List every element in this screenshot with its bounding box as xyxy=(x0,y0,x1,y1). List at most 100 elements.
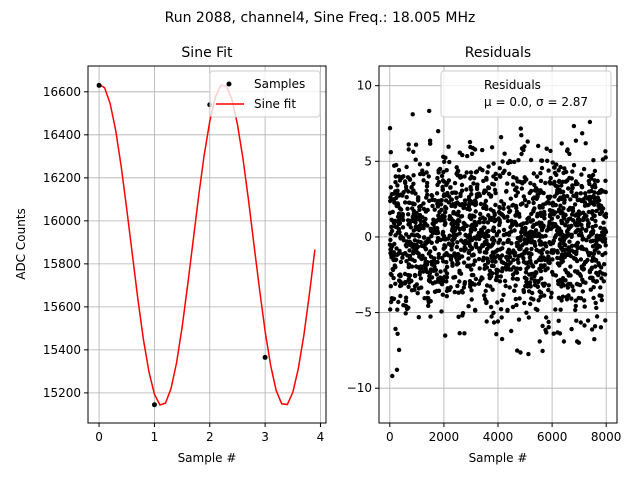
residual-point xyxy=(420,168,425,173)
residual-point xyxy=(418,203,423,209)
residual-point xyxy=(497,279,503,284)
residual-point xyxy=(539,257,544,263)
residual-point xyxy=(591,213,596,218)
residual-point xyxy=(544,146,549,151)
residual-point xyxy=(584,227,589,233)
residual-point xyxy=(580,131,585,136)
residual-point xyxy=(510,272,516,277)
residual-point xyxy=(443,205,448,210)
residual-point xyxy=(555,330,560,335)
residual-point xyxy=(598,285,603,290)
residual-point xyxy=(466,250,471,255)
residual-point xyxy=(396,168,402,173)
residual-point xyxy=(502,151,507,156)
residual-point xyxy=(400,235,406,241)
residual-point xyxy=(490,259,495,264)
residual-point xyxy=(561,211,566,216)
residual-point xyxy=(444,251,449,256)
residual-point xyxy=(527,255,532,260)
residual-point xyxy=(558,195,563,200)
sine-fit-x-tick-label: 1 xyxy=(151,430,159,444)
residual-point xyxy=(499,212,504,217)
residual-point xyxy=(543,268,548,273)
residual-point xyxy=(461,227,466,232)
residual-point xyxy=(491,320,497,325)
residual-point xyxy=(570,186,575,191)
residual-point xyxy=(424,184,430,189)
residual-point xyxy=(555,189,560,195)
residual-point xyxy=(436,255,441,260)
residual-point xyxy=(534,221,539,226)
residual-point xyxy=(480,231,485,236)
residual-point xyxy=(425,162,431,167)
residual-point xyxy=(531,200,536,206)
residual-point xyxy=(484,299,489,304)
residual-point xyxy=(472,282,477,287)
residual-point xyxy=(421,172,426,177)
residual-point xyxy=(483,288,488,294)
residual-point xyxy=(556,168,561,173)
residual-point xyxy=(572,202,578,207)
residual-point xyxy=(568,197,573,202)
residual-point xyxy=(500,246,505,251)
residual-point xyxy=(435,230,441,235)
residual-point xyxy=(518,253,523,258)
residual-point xyxy=(522,237,527,242)
residual-point xyxy=(462,280,468,285)
residual-point xyxy=(555,255,560,261)
residual-point xyxy=(394,367,400,372)
residual-point xyxy=(560,189,566,194)
residual-point xyxy=(595,195,600,200)
residual-point xyxy=(512,159,517,165)
residual-point xyxy=(407,177,413,182)
residual-point xyxy=(442,217,447,222)
residual-point xyxy=(574,339,580,344)
residual-point xyxy=(570,169,575,174)
residual-point xyxy=(396,347,402,353)
residual-point xyxy=(486,185,491,190)
residual-point xyxy=(592,324,598,329)
residual-point xyxy=(461,260,467,265)
residual-point xyxy=(388,185,393,190)
residual-point xyxy=(394,162,399,168)
residual-point xyxy=(543,327,548,333)
residual-point xyxy=(474,186,480,192)
residual-point xyxy=(430,281,436,286)
residual-point xyxy=(448,243,454,248)
residual-point xyxy=(391,250,396,255)
residual-point xyxy=(464,187,469,192)
residual-point xyxy=(489,253,494,259)
residual-point xyxy=(429,262,435,267)
sine-fit-y-ticks: 15200 15400 15600 15800 16000 16200 16400 16600 xyxy=(43,85,88,400)
residual-point xyxy=(513,296,518,302)
residual-point xyxy=(582,298,587,303)
residual-point xyxy=(565,194,570,199)
residual-point xyxy=(538,210,543,215)
residual-point xyxy=(548,181,553,186)
residual-point xyxy=(435,182,440,188)
residual-point xyxy=(415,291,420,296)
residual-point xyxy=(523,225,528,231)
residual-point xyxy=(523,270,529,275)
residual-point xyxy=(587,119,593,125)
residual-point xyxy=(481,205,486,211)
residual-point xyxy=(567,239,572,244)
residual-point xyxy=(586,202,591,207)
sine-fit-y-tick-label: 16000 xyxy=(43,214,81,228)
residual-point xyxy=(452,228,458,233)
residual-point xyxy=(486,233,491,239)
residual-point xyxy=(531,171,536,176)
residual-point xyxy=(587,189,592,194)
residual-point xyxy=(518,202,524,207)
residual-point xyxy=(524,266,529,271)
residual-point xyxy=(485,229,490,234)
residual-point xyxy=(407,220,412,225)
residual-point xyxy=(421,178,426,183)
residual-point xyxy=(575,270,580,276)
residual-point xyxy=(522,175,527,180)
residual-point xyxy=(409,232,415,237)
residual-point xyxy=(542,216,547,221)
residual-point xyxy=(432,246,438,252)
residual-point xyxy=(421,235,427,240)
figure-suptitle: Run 2088, channel4, Sine Freq.: 18.005 M… xyxy=(165,10,476,26)
